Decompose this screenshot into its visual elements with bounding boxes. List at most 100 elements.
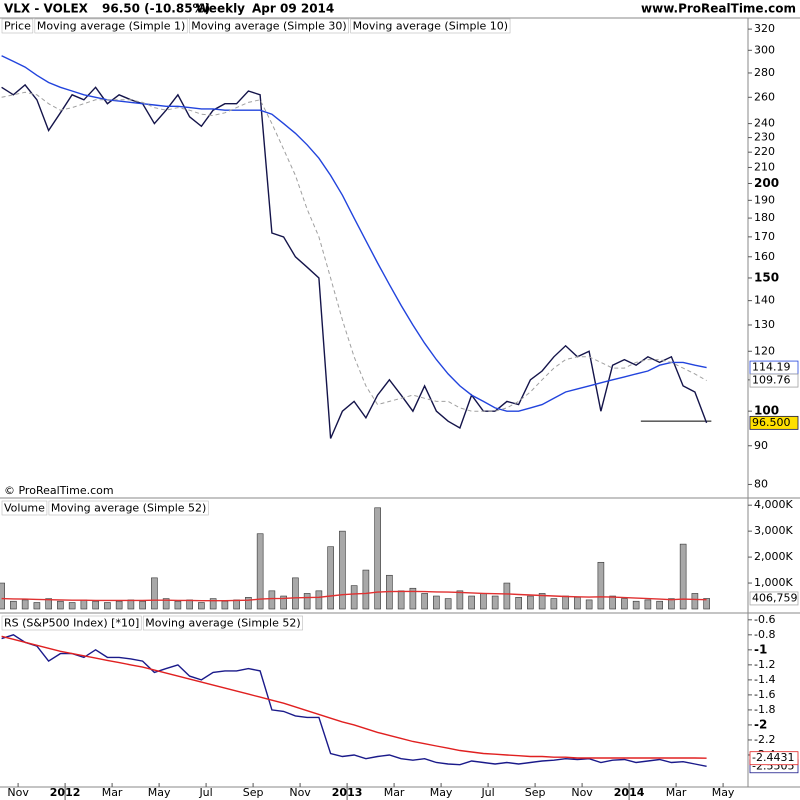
x-tick-label: Nov <box>289 786 311 799</box>
x-tick-label: Mar <box>384 786 405 799</box>
volume-bar <box>350 585 358 610</box>
last-value-label: 114.19 <box>752 361 791 374</box>
volume-bar <box>480 593 487 610</box>
y-tick-label: -1.6 <box>754 688 775 701</box>
last-value-box <box>749 415 799 430</box>
volume-bar <box>597 561 605 610</box>
y-tick-label: 210 <box>754 160 775 173</box>
volume-bar <box>198 602 205 610</box>
volume-bar <box>45 598 52 610</box>
last-value-box <box>749 751 799 766</box>
volume-bar <box>644 599 652 610</box>
y-tick-label: 260 <box>754 90 775 103</box>
legend-box <box>350 18 511 34</box>
y-tick-label: 3,000K <box>754 524 793 537</box>
volume-bar <box>186 599 193 610</box>
x-tick-label: May <box>430 786 453 799</box>
y-tick-label: -2 <box>754 717 767 731</box>
series-line <box>1 55 707 412</box>
y-tick-label: -2.2 <box>754 733 775 746</box>
volume-bar <box>21 599 29 610</box>
volume-bar <box>127 599 135 610</box>
volume-bar <box>68 602 76 610</box>
y-tick-label: 170 <box>754 230 775 243</box>
volume-bar <box>57 600 64 610</box>
legend-entry: RS (S&P500 Index) [*10] <box>4 617 139 630</box>
x-tick-label: 2013 <box>332 786 363 799</box>
y-tick-label: 80 <box>754 477 768 490</box>
y-tick-label: 4,000K <box>754 498 793 511</box>
x-tick-label: Jul <box>480 786 494 799</box>
volume-bar <box>10 600 17 610</box>
volume-bar <box>574 597 581 610</box>
chart-subtitle: 96.50 (-10.85%) <box>102 2 210 16</box>
volume-bar <box>491 595 499 610</box>
volume-bar <box>397 590 405 610</box>
legend-box <box>1 18 34 34</box>
legend-entry: Moving average (Simple 52) <box>145 617 300 630</box>
volume-bar <box>104 602 111 610</box>
volume-bar <box>362 569 370 610</box>
legend-entry: Volume <box>4 502 45 515</box>
y-tick-label: 100 <box>754 404 779 418</box>
y-tick-label: 1,000K <box>754 576 793 589</box>
volume-bar <box>80 599 88 610</box>
series-line <box>1 91 707 412</box>
volume-bar <box>538 593 546 610</box>
y-tick-label: 140 <box>754 294 775 307</box>
source: www.ProRealTime.com <box>641 2 796 16</box>
volume-bar <box>409 587 417 610</box>
legend-box <box>188 18 349 34</box>
y-tick-label: -1.8 <box>754 703 775 716</box>
y-tick-label: 180 <box>754 211 775 224</box>
series-line <box>1 590 707 602</box>
x-tick-label: Nov <box>571 786 593 799</box>
volume-bar <box>691 593 699 610</box>
y-tick-label: 150 <box>754 270 779 284</box>
volume-bar <box>468 595 475 610</box>
volume-bar <box>374 507 381 610</box>
volume-bar <box>162 598 170 610</box>
volume-bar <box>0 582 5 610</box>
y-tick-label: -1.2 <box>754 658 775 671</box>
volume-bar <box>679 543 687 610</box>
series-line <box>1 635 707 759</box>
volume-bar <box>585 599 593 610</box>
y-tick-label: 300 <box>754 43 775 56</box>
legend-entry: Moving average (Simple 10) <box>353 20 508 33</box>
volume-bar <box>527 595 534 610</box>
volume-bar <box>656 600 663 610</box>
y-tick-label: 280 <box>754 66 775 79</box>
volume-bar <box>280 595 287 610</box>
volume-bar <box>33 602 41 610</box>
volume-bar <box>209 598 217 610</box>
y-tick-label: -0.6 <box>754 613 775 626</box>
volume-bar <box>668 598 675 610</box>
volume-bar <box>503 582 511 610</box>
volume-bar <box>632 600 640 610</box>
x-tick-label: Mar <box>102 786 123 799</box>
y-tick-label: 90 <box>754 439 768 452</box>
y-tick-label: 200 <box>754 176 779 190</box>
y-tick-label: -1 <box>754 642 767 656</box>
y-tick-label: 240 <box>754 117 775 130</box>
series-line <box>1 634 707 767</box>
x-tick-label: May <box>148 786 171 799</box>
last-value-box <box>749 373 799 388</box>
x-tick-label: Nov <box>7 786 29 799</box>
y-tick-label: 2,000K <box>754 550 793 563</box>
volume-bar <box>92 600 99 610</box>
copyright: © ProRealTime.com <box>4 484 114 497</box>
volume-bar <box>256 533 264 610</box>
x-tick-label: May <box>712 786 735 799</box>
volume-bar <box>315 590 323 610</box>
series-line <box>1 83 708 439</box>
x-tick-label: 2014 <box>614 786 645 799</box>
last-value-label: 109.76 <box>752 374 791 387</box>
volume-bar <box>221 600 229 610</box>
y-tick-label: 190 <box>754 193 775 206</box>
x-tick-label: Sep <box>525 786 546 799</box>
volume-bar <box>515 597 522 610</box>
volume-bar <box>292 577 299 610</box>
